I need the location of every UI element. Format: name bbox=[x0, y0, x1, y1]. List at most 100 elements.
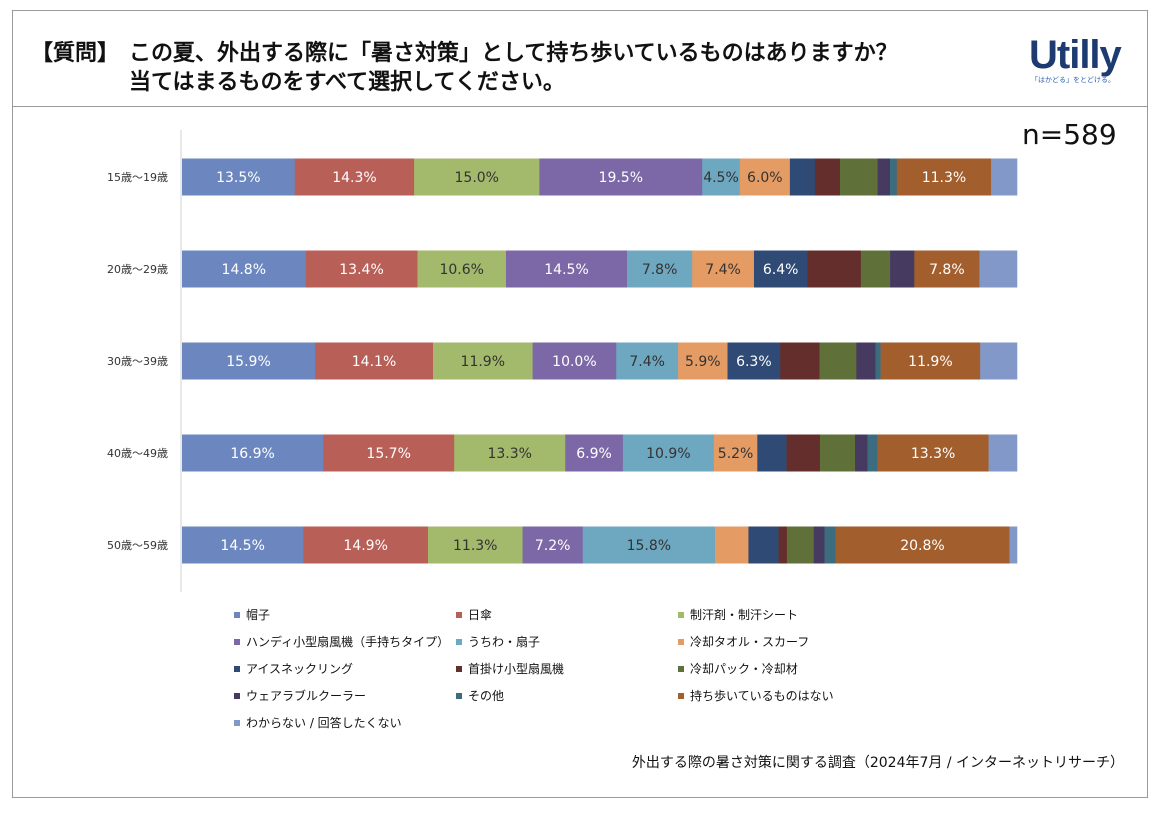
data-label: 14.5% bbox=[544, 262, 588, 278]
bar-segment bbox=[532, 342, 617, 380]
bar-segment bbox=[182, 250, 306, 288]
bar-segment bbox=[789, 158, 816, 196]
bar-segment bbox=[819, 434, 856, 472]
bar-segment bbox=[565, 434, 624, 472]
chart-frame: 【質問】 この夏、外出する際に「暑さ対策」として持ち歩いているものはありますか？… bbox=[12, 10, 1148, 798]
question-text-line1: この夏、外出する際に「暑さ対策」として持ち歩いているものはありますか？ bbox=[129, 41, 898, 66]
legend-label: ウェアラブルクーラー bbox=[246, 689, 367, 703]
bar-segment bbox=[991, 158, 1018, 196]
bar-segment bbox=[414, 158, 540, 196]
bar-segment bbox=[678, 342, 728, 380]
data-label: 7.2% bbox=[535, 538, 571, 554]
bar-segment bbox=[780, 342, 820, 380]
bar-segment bbox=[786, 434, 821, 472]
legend-item: 冷却タオル・スカーフ bbox=[678, 633, 809, 650]
data-label: 6.9% bbox=[576, 446, 612, 462]
bar-segment bbox=[778, 526, 788, 564]
bar-segment bbox=[890, 250, 915, 288]
data-label: 13.3% bbox=[911, 446, 955, 462]
data-label: 14.8% bbox=[222, 262, 266, 278]
bar-segment bbox=[303, 526, 429, 564]
bar-segment bbox=[539, 158, 703, 196]
legend-item: 持ち歩いているものはない bbox=[678, 687, 834, 704]
bar-segment bbox=[739, 158, 791, 196]
bar-segment bbox=[877, 434, 989, 472]
legend-swatch bbox=[234, 665, 240, 672]
question-label: 【質問】 bbox=[31, 41, 120, 66]
bar-segment bbox=[757, 434, 787, 472]
bar-segment bbox=[890, 158, 898, 196]
legend-swatch bbox=[234, 611, 240, 618]
legend-swatch bbox=[456, 692, 462, 699]
legend-item: アイスネックリング bbox=[234, 660, 353, 677]
legend-item: 制汗剤・制汗シート bbox=[678, 606, 798, 623]
bar-segment bbox=[305, 250, 418, 288]
bar-segment bbox=[692, 250, 755, 288]
bar-segment bbox=[835, 526, 1010, 564]
data-label: 14.1% bbox=[352, 354, 396, 370]
bar-segment bbox=[748, 526, 779, 564]
bar-segment bbox=[505, 250, 628, 288]
data-label: 6.0% bbox=[747, 170, 783, 186]
category-label: 15歳〜19歳 bbox=[107, 171, 168, 184]
data-label: 5.9% bbox=[685, 354, 721, 370]
bar-segment bbox=[1009, 526, 1018, 564]
data-label: 14.3% bbox=[332, 170, 376, 186]
data-label: 15.0% bbox=[455, 170, 499, 186]
bar-segment bbox=[813, 526, 825, 564]
legend-label: うちわ・扇子 bbox=[468, 635, 541, 649]
bar-segment bbox=[839, 158, 878, 196]
legend-label: 日傘 bbox=[468, 608, 493, 622]
data-label: 6.3% bbox=[736, 354, 772, 370]
bar-segment bbox=[702, 158, 741, 196]
bar-segment bbox=[855, 434, 868, 472]
legend-item: 日傘 bbox=[456, 606, 492, 623]
bar-segment bbox=[786, 526, 814, 564]
bar-segment bbox=[988, 434, 1018, 472]
bar-segment bbox=[753, 250, 808, 288]
bar-segment bbox=[713, 434, 758, 472]
bar-segment bbox=[824, 526, 836, 564]
legend-item: その他 bbox=[456, 687, 504, 704]
bar-segment bbox=[417, 250, 507, 288]
bar-segment bbox=[979, 250, 1018, 288]
bar-segment bbox=[182, 526, 304, 564]
data-label: 10.9% bbox=[646, 446, 690, 462]
bar-segment bbox=[807, 250, 862, 288]
source-note: 外出する際の暑さ対策に関する調査（2024年7月 / インターネットリサーチ） bbox=[631, 755, 1124, 771]
legend-swatch bbox=[678, 611, 684, 618]
legend-swatch bbox=[234, 692, 240, 699]
legend-label: 冷却タオル・スカーフ bbox=[690, 635, 810, 649]
legend-swatch bbox=[678, 665, 684, 672]
data-label: 10.6% bbox=[439, 262, 483, 278]
legend-item: うちわ・扇子 bbox=[456, 633, 540, 650]
bar-segment bbox=[980, 342, 1018, 380]
bar-segment bbox=[914, 250, 980, 288]
data-label: 15.7% bbox=[366, 446, 410, 462]
legend-item: わからない / 回答したくない bbox=[234, 714, 402, 731]
bar-segment bbox=[294, 158, 415, 196]
bar-segment bbox=[627, 250, 693, 288]
data-label: 14.9% bbox=[343, 538, 387, 554]
legend-swatch bbox=[456, 638, 462, 645]
data-label: 6.4% bbox=[763, 262, 799, 278]
bar-segment bbox=[856, 342, 876, 380]
legend-swatch bbox=[456, 665, 462, 672]
bar-segment bbox=[454, 434, 566, 472]
bar-segment bbox=[427, 526, 523, 564]
category-label: 50歳〜59歳 bbox=[107, 539, 168, 552]
data-label: 13.5% bbox=[216, 170, 260, 186]
legend-label: 帽子 bbox=[246, 608, 271, 622]
data-label: 7.4% bbox=[705, 262, 741, 278]
legend-item: 首掛け小型扇風機 bbox=[456, 660, 564, 677]
data-label: 13.3% bbox=[487, 446, 531, 462]
bar-segment bbox=[877, 158, 891, 196]
bar-segment bbox=[433, 342, 533, 380]
category-label: 30歳〜39歳 bbox=[107, 355, 168, 368]
data-label: 20.8% bbox=[900, 538, 944, 554]
bar-segment bbox=[182, 158, 296, 196]
bar-segment bbox=[582, 526, 716, 564]
data-label: 19.5% bbox=[599, 170, 643, 186]
data-label: 16.9% bbox=[230, 446, 274, 462]
